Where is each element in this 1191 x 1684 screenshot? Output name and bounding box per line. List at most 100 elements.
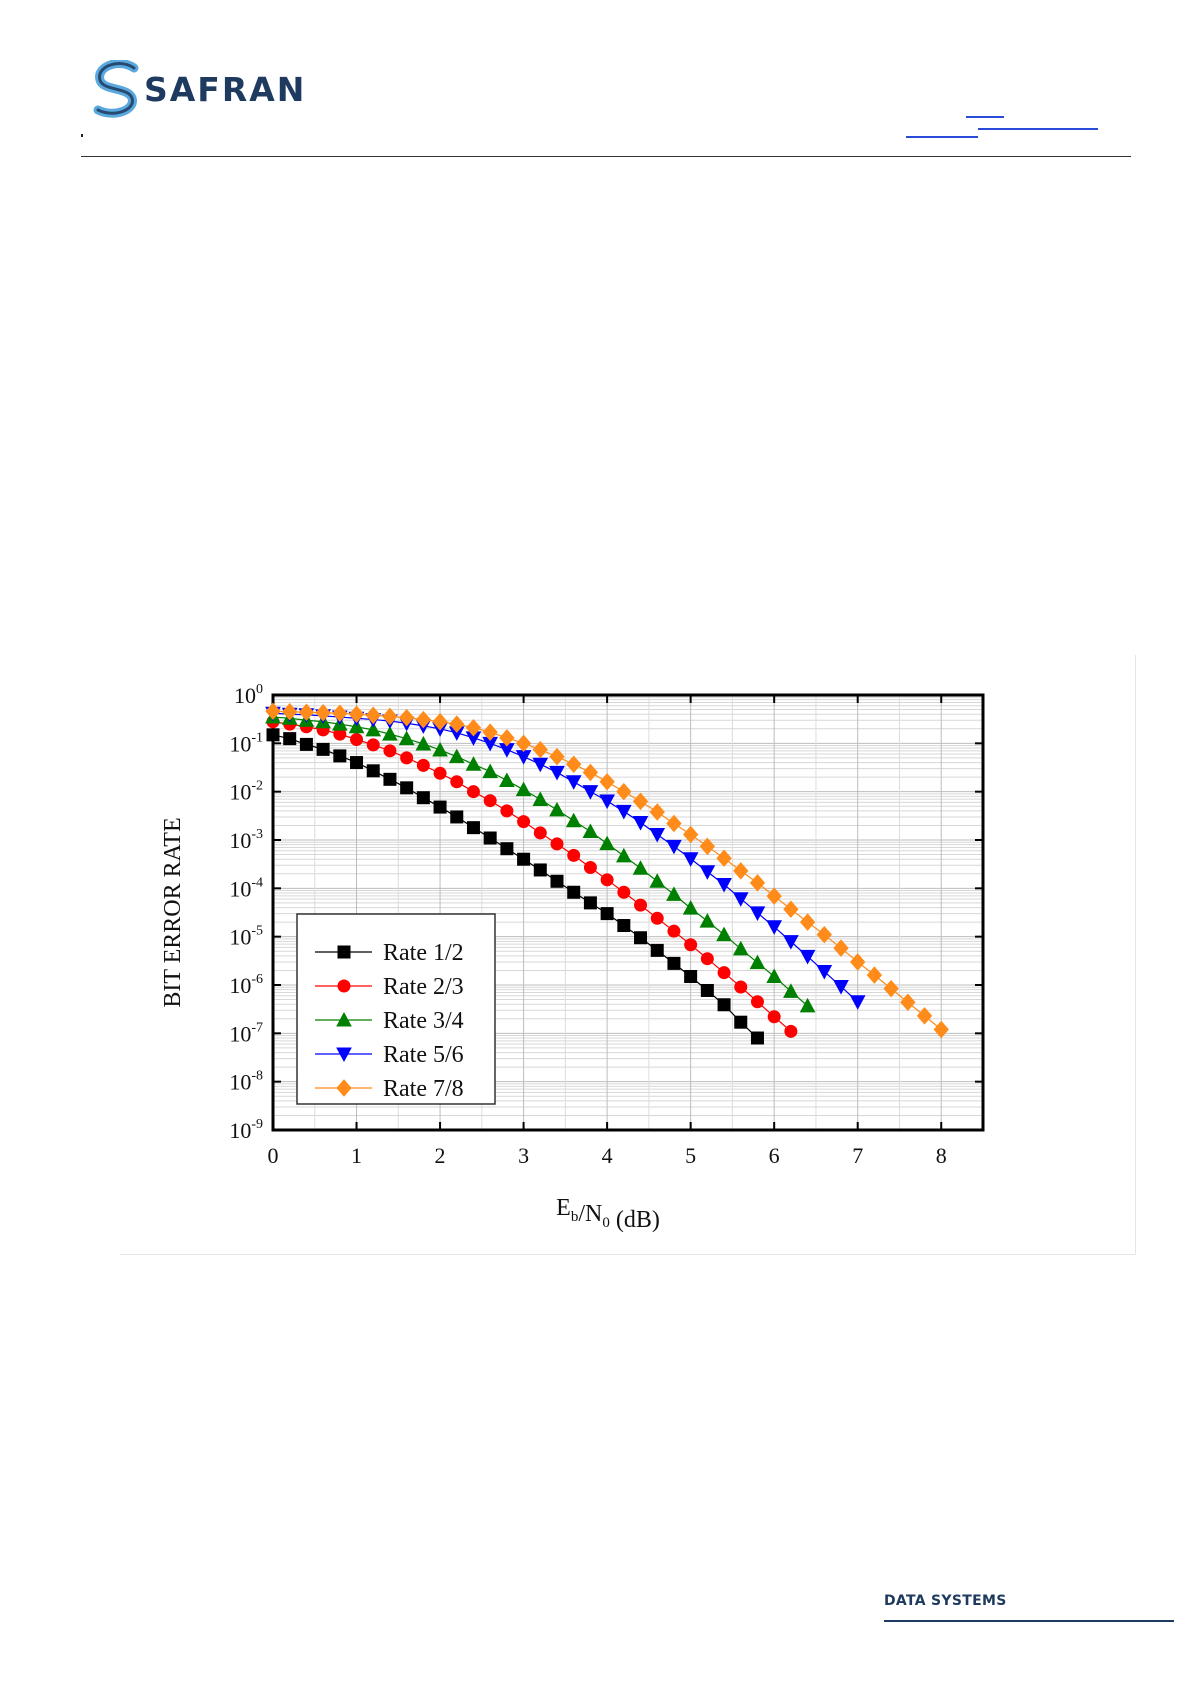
footer-label: DATA SYSTEMS (884, 1593, 1007, 1609)
data-point (650, 911, 664, 925)
data-point (533, 826, 547, 840)
figure-frame (120, 655, 1136, 1255)
data-point (699, 837, 716, 856)
legend-marker (336, 1047, 352, 1063)
data-point (750, 995, 764, 1009)
data-point (916, 1007, 933, 1025)
data-point (732, 892, 749, 907)
data-point (416, 758, 430, 772)
data-point (499, 772, 515, 788)
data-point (350, 733, 364, 747)
data-point (450, 810, 464, 824)
header-marker (81, 134, 83, 137)
data-point (265, 702, 281, 721)
data-point (599, 773, 615, 791)
y-tick-label: 10-5 (229, 924, 263, 950)
data-point (483, 794, 497, 808)
data-point (766, 920, 783, 935)
data-point (783, 983, 799, 998)
data-point (382, 707, 398, 726)
data-point (583, 860, 597, 874)
header-link-2[interactable] (906, 136, 978, 138)
series-1 (266, 728, 764, 1045)
data-point (315, 703, 331, 722)
data-point (799, 997, 816, 1013)
data-point (466, 821, 480, 835)
data-point (734, 980, 748, 994)
data-point (567, 885, 581, 899)
data-point (549, 765, 565, 781)
legend-label: Rate 7/8 (383, 1076, 464, 1102)
data-point (749, 906, 766, 921)
data-point (350, 756, 364, 770)
data-point (767, 1010, 781, 1024)
data-point (266, 728, 280, 742)
data-point (465, 756, 482, 771)
data-point (415, 735, 432, 751)
legend-entry: Rate 2/3 (315, 974, 464, 1000)
data-point (850, 953, 866, 971)
y-tick-label: 10-1 (229, 730, 263, 756)
data-point (783, 900, 799, 918)
data-point (465, 719, 482, 737)
data-point (599, 835, 615, 851)
data-point (583, 896, 597, 910)
data-point (449, 715, 465, 733)
header-divider (81, 156, 1131, 157)
legend-entry: Rate 3/4 (315, 1008, 464, 1034)
data-point (650, 943, 664, 957)
x-tick-label: 6 (769, 1143, 780, 1168)
footer-divider (884, 1620, 1174, 1622)
data-point (398, 730, 415, 746)
header-link-3[interactable] (978, 128, 1098, 130)
legend-entry: Rate 1/2 (315, 940, 464, 966)
data-point (617, 885, 631, 899)
data-point (549, 747, 565, 766)
data-point (784, 1024, 798, 1038)
series-3 (265, 708, 816, 1013)
data-point (415, 710, 432, 729)
data-point (366, 764, 380, 778)
data-point (582, 763, 599, 782)
data-point (734, 1015, 748, 1029)
data-point (682, 825, 699, 844)
data-point (565, 775, 582, 790)
data-point (333, 749, 347, 763)
data-point (684, 938, 698, 952)
data-point (450, 775, 464, 789)
data-point (365, 706, 381, 725)
data-point (849, 995, 866, 1010)
chart-legend: Rate 1/2 Rate 2/3 Rate 3/4 Rate 5/6 Rate 7/8 (296, 913, 496, 1105)
data-point (716, 926, 732, 942)
data-point (433, 766, 447, 780)
header-link-1[interactable] (966, 116, 1004, 118)
data-point (667, 956, 681, 970)
data-point (666, 839, 682, 855)
data-point (617, 919, 631, 933)
data-point (799, 949, 816, 965)
data-point (400, 751, 414, 765)
x-tick-label: 1 (351, 1143, 362, 1168)
data-point (615, 847, 632, 863)
data-point (348, 705, 365, 723)
data-point (366, 738, 380, 752)
data-point (682, 852, 699, 867)
data-point (515, 750, 532, 765)
data-point (515, 781, 532, 797)
data-point (500, 842, 514, 856)
data-point (567, 848, 581, 862)
data-point (298, 703, 315, 721)
data-point (550, 837, 564, 851)
data-point (649, 873, 666, 888)
x-tick-label: 2 (435, 1143, 446, 1168)
data-point (717, 998, 731, 1012)
y-tick-label: 100 (234, 682, 263, 708)
data-point (883, 979, 899, 998)
x-tick-label: 8 (936, 1143, 947, 1168)
data-point (332, 704, 348, 722)
data-point (699, 865, 716, 880)
data-point (600, 907, 614, 921)
data-point (383, 772, 397, 786)
x-tick-label: 7 (852, 1143, 863, 1168)
series-5 (265, 702, 949, 1039)
